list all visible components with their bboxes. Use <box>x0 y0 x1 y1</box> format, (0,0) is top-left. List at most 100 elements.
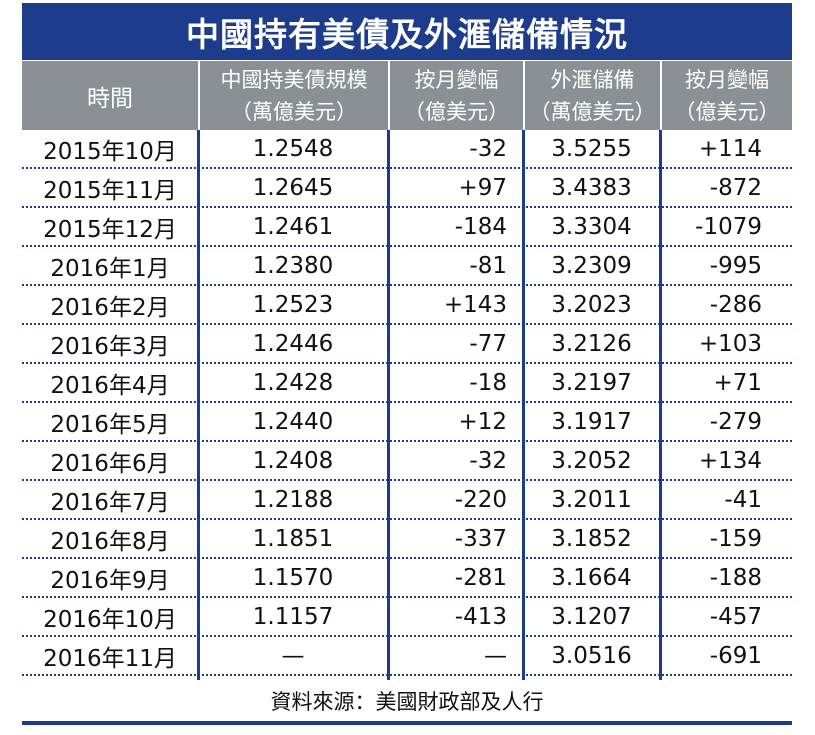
header-reserves-change-unit: （億美元） <box>674 99 780 124</box>
table-row: 2016年8月 1.1851 -337 3.1852 -159 <box>22 520 792 559</box>
cell-time: 2015年12月 <box>43 216 177 243</box>
cell-reserves-change: -279 <box>709 408 762 435</box>
header-divider <box>523 61 525 130</box>
cell-holdings-change: +143 <box>443 291 507 318</box>
table-row: 2016年2月 1.2523 +143 3.2023 -286 <box>22 286 792 325</box>
cell-reserves-change: -995 <box>709 252 762 279</box>
cell-holdings-change: -337 <box>454 525 507 552</box>
cell-treasury-holdings: 1.1851 <box>252 525 334 552</box>
cell-fx-reserves: 3.2126 <box>551 330 632 357</box>
row-divider <box>22 596 792 598</box>
column-divider <box>659 130 662 680</box>
table-row: 2016年4月 1.2428 -18 3.2197 +71 <box>22 364 792 403</box>
bottom-rule <box>22 721 792 725</box>
cell-fx-reserves: 3.3304 <box>551 213 632 240</box>
row-divider <box>22 479 792 481</box>
row-divider <box>22 674 792 676</box>
cell-fx-reserves: 3.2052 <box>551 447 632 474</box>
cell-fx-reserves: 3.2309 <box>551 252 632 279</box>
cell-fx-reserves: 3.5255 <box>551 135 632 162</box>
cell-holdings-change: -32 <box>469 447 507 474</box>
row-divider <box>22 518 792 520</box>
cell-reserves-change: -457 <box>709 603 762 630</box>
header-fx-reserves-label: 外滙儲備 <box>550 67 635 92</box>
table-row: 2015年11月 1.2645 +97 3.4383 -872 <box>22 169 792 208</box>
cell-time: 2016年6月 <box>50 450 170 477</box>
table-title: 中國持有美債及外滙儲備情況 <box>186 14 628 54</box>
cell-holdings-change: -281 <box>454 564 507 591</box>
header-holdings-change-unit: （億美元） <box>404 99 509 124</box>
cell-time: 2016年8月 <box>50 528 170 555</box>
cell-time: 2016年7月 <box>50 489 170 516</box>
cell-holdings-change: -81 <box>469 252 507 279</box>
cell-fx-reserves: 3.2023 <box>551 291 632 318</box>
header-time-label: 時間 <box>87 85 133 112</box>
cell-reserves-change: -41 <box>724 486 762 513</box>
row-divider <box>22 284 792 286</box>
table-row: 2016年5月 1.2440 +12 3.1917 -279 <box>22 403 792 442</box>
cell-reserves-change: -188 <box>709 564 762 591</box>
table-row: 2016年1月 1.2380 -81 3.2309 -995 <box>22 247 792 286</box>
cell-holdings-change: — <box>484 642 507 669</box>
header-treasury-holdings-label: 中國持美債規模 <box>220 67 368 92</box>
cell-time: 2016年1月 <box>50 255 170 282</box>
table-row: 2016年3月 1.2446 -77 3.2126 +103 <box>22 325 792 364</box>
cell-treasury-holdings: 1.2523 <box>252 291 334 318</box>
row-divider <box>22 401 792 403</box>
cell-time: 2016年5月 <box>50 411 170 438</box>
header-holdings-change: 按月變幅 （億美元） <box>390 61 523 130</box>
cell-fx-reserves: 3.2197 <box>551 369 632 396</box>
table-row: 2016年7月 1.2188 -220 3.2011 -41 <box>22 481 792 520</box>
header-treasury-holdings-unit: （萬億美元） <box>231 99 357 124</box>
cell-fx-reserves: 3.0516 <box>551 642 632 669</box>
column-divider <box>522 130 525 680</box>
cell-treasury-holdings: — <box>281 642 305 669</box>
cell-time: 2016年4月 <box>50 372 170 399</box>
table-row: 2015年12月 1.2461 -184 3.3304 -1079 <box>22 208 792 247</box>
row-divider <box>22 557 792 559</box>
cell-treasury-holdings: 1.2446 <box>252 330 334 357</box>
table-row: 2016年6月 1.2408 -32 3.2052 +134 <box>22 442 792 481</box>
table-row: 2016年11月 — — 3.0516 -691 <box>22 637 792 676</box>
cell-fx-reserves: 3.1852 <box>551 525 632 552</box>
source-note: 資料來源：美國財政部及人行 <box>270 690 544 714</box>
cell-time: 2016年2月 <box>50 294 170 321</box>
row-divider <box>22 323 792 325</box>
cell-treasury-holdings: 1.2645 <box>252 174 334 201</box>
header-fx-reserves-unit: （萬億美元） <box>529 99 656 124</box>
cell-holdings-change: +97 <box>458 174 507 201</box>
cell-treasury-holdings: 1.2461 <box>252 213 334 240</box>
cell-treasury-holdings: 1.2380 <box>252 252 334 279</box>
cell-reserves-change: +71 <box>713 369 762 396</box>
cell-treasury-holdings: 1.2408 <box>252 447 334 474</box>
header-reserves-change: 按月變幅 （億美元） <box>662 61 792 130</box>
header-divider <box>198 61 200 130</box>
cell-fx-reserves: 3.1207 <box>551 603 632 630</box>
row-divider <box>22 440 792 442</box>
cell-fx-reserves: 3.1917 <box>551 408 632 435</box>
cell-holdings-change: +12 <box>458 408 507 435</box>
cell-holdings-change: -18 <box>469 369 507 396</box>
cell-treasury-holdings: 1.1570 <box>252 564 334 591</box>
table-row: 2015年10月 1.2548 -32 3.5255 +114 <box>22 130 792 169</box>
row-divider <box>22 206 792 208</box>
cell-time: 2016年10月 <box>43 606 177 633</box>
header-fx-reserves: 外滙儲備 （萬億美元） <box>525 61 660 130</box>
column-divider <box>387 130 390 680</box>
title-bar: 中國持有美債及外滙儲備情況 <box>22 3 792 60</box>
cell-time: 2016年11月 <box>43 645 177 672</box>
cell-treasury-holdings: 1.2188 <box>252 486 334 513</box>
cell-holdings-change: -220 <box>454 486 507 513</box>
row-divider <box>22 245 792 247</box>
cell-reserves-change: +134 <box>698 447 762 474</box>
cell-holdings-change: -413 <box>454 603 507 630</box>
cell-treasury-holdings: 1.2428 <box>252 369 334 396</box>
header-treasury-holdings: 中國持美債規模 （萬億美元） <box>200 61 388 130</box>
header-holdings-change-label: 按月變幅 <box>414 67 499 92</box>
cell-holdings-change: -184 <box>454 213 507 240</box>
cell-holdings-change: -32 <box>469 135 507 162</box>
cell-fx-reserves: 3.2011 <box>551 486 632 513</box>
cell-reserves-change: -1079 <box>695 213 762 240</box>
row-divider <box>22 362 792 364</box>
cell-time: 2016年9月 <box>50 567 170 594</box>
